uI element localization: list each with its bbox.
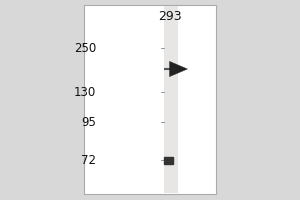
- Text: 72: 72: [81, 154, 96, 166]
- Text: 250: 250: [74, 42, 96, 54]
- Text: 95: 95: [81, 116, 96, 129]
- Bar: [164, 6, 178, 193]
- Text: 130: 130: [74, 86, 96, 98]
- Text: 293: 293: [158, 9, 181, 22]
- Polygon shape: [169, 61, 188, 77]
- Bar: [84, 5, 216, 194]
- Bar: [164, 157, 173, 164]
